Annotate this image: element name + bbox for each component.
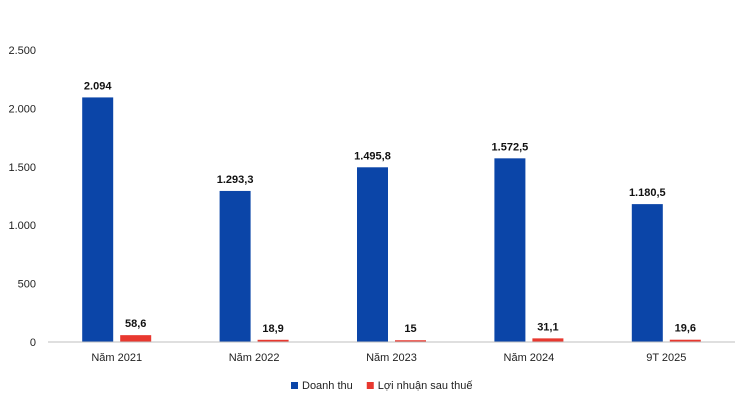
y-axis: 0 500 1.000 1.500 2.000 2.500 [8,45,36,349]
revenue-bar [357,167,388,342]
revenue-bar [82,97,114,342]
revenue-bar [631,204,663,342]
revenue-bar [219,190,251,342]
y-tick-label: 1.000 [8,220,36,232]
y-tick-label: 2.500 [8,45,36,57]
profit-data-label: 15 [404,323,416,335]
legend: Doanh thu Lợi nhuận sau thuế [291,380,472,392]
revenue-data-label: 1.572,5 [492,141,529,153]
data-labels: 2.094 58,6 1.293,3 18,9 1.495,8 15 1.572,5 31,1… [84,80,696,335]
profit-data-label: 58,6 [125,318,146,330]
revenue-data-label: 2.094 [84,80,112,92]
profit-bar [120,335,152,342]
y-tick-label: 2.000 [8,103,36,115]
revenue-bar [494,158,526,342]
legend-label-revenue: Doanh thu [302,380,353,392]
x-tick-label: Năm 2023 [366,352,417,364]
x-tick-label: Năm 2024 [504,352,555,364]
profit-bar [669,339,701,342]
x-tick-label: 9T 2025 [646,352,686,364]
y-tick-label: 1.500 [8,162,36,174]
x-tick-label: Năm 2021 [91,352,142,364]
profit-data-label: 19,6 [675,323,696,335]
y-tick-label: 0 [30,337,36,349]
x-axis: Năm 2021 Năm 2022 Năm 2023 Năm 2024 9T 2025 [91,352,686,364]
revenue-data-label: 1.180,5 [629,187,666,199]
profit-bar [532,338,564,342]
bar-series [82,97,701,342]
x-tick-label: Năm 2022 [229,352,280,364]
legend-swatch-profit [366,382,374,389]
profit-data-label: 31,1 [537,321,558,333]
profit-bar [257,339,289,342]
y-tick-label: 500 [18,279,36,291]
revenue-data-label: 1.495,8 [354,150,391,162]
legend-swatch-revenue [291,382,298,389]
profit-data-label: 18,9 [262,323,283,335]
revenue-data-label: 1.293,3 [217,174,254,186]
legend-label-profit: Lợi nhuận sau thuế [378,380,473,392]
profit-bar [395,340,426,342]
